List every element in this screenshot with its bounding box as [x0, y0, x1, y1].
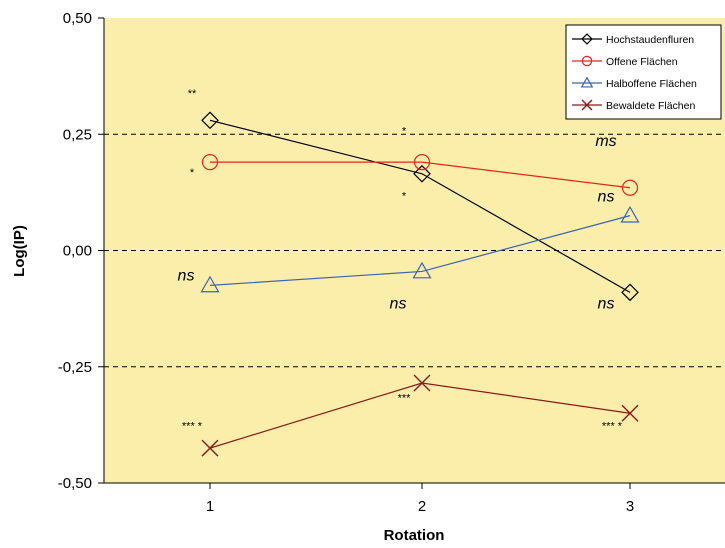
significance-stars: * — [402, 125, 407, 137]
data-point-diamond — [413, 164, 431, 183]
y-axis-ticks: -0,50 -0,25 0,00 0,25 0,50 — [58, 10, 104, 492]
series-line — [210, 161, 631, 189]
series-line — [209, 119, 631, 293]
data-point-circle — [621, 179, 639, 196]
significance-stars: *** — [398, 393, 412, 405]
significance-stars: *** * — [182, 421, 203, 433]
significance-label: ns — [178, 268, 195, 285]
x-axis-ticks: 1 2 3 — [206, 483, 634, 515]
data-point-circle — [201, 154, 219, 171]
significance-stars: * — [402, 190, 407, 202]
significance-label: ns — [598, 296, 615, 313]
x-axis-title: Rotation — [384, 527, 445, 544]
legend: Hochstaudenfluren Offene Flächen Halboffen… — [565, 24, 722, 120]
legend-label: Halboffene Flächen — [606, 78, 697, 90]
series-line — [209, 215, 631, 286]
y-tick-label: -0,50 — [58, 475, 92, 492]
data-point-diamond — [201, 111, 219, 130]
y-axis-title: Log(IP) — [11, 225, 28, 277]
legend-label: Bewaldete Flächen — [606, 100, 695, 112]
data-point-triangle — [412, 261, 432, 279]
data-point-x — [581, 99, 593, 111]
significance-label: ns — [598, 189, 615, 206]
x-stroke — [413, 374, 431, 392]
data-point-circle — [413, 154, 431, 171]
data-point-x — [201, 439, 219, 457]
data-point-circle — [581, 55, 593, 67]
significance-stars: * — [190, 167, 195, 179]
grid-lines — [104, 133, 725, 368]
significance-label: ms — [595, 133, 616, 150]
data-point-x — [621, 404, 639, 422]
x-tick-label: 1 — [206, 498, 214, 515]
y-tick-label: 0,00 — [63, 243, 92, 260]
x-stroke — [581, 99, 593, 111]
data-point-triangle — [580, 76, 594, 88]
significance-stars: ** — [188, 88, 197, 100]
data-point-triangle — [620, 205, 640, 223]
data-point-diamond — [621, 283, 639, 302]
data-point-diamond — [581, 33, 593, 45]
x-tick-label: 2 — [418, 498, 426, 515]
x-tick-label: 3 — [626, 498, 634, 515]
legend-label: Offene Flächen — [606, 56, 678, 68]
x-stroke — [201, 439, 219, 457]
data-point-triangle — [200, 275, 220, 293]
series-group — [200, 111, 640, 457]
legend-box — [565, 24, 722, 120]
data-point-x — [413, 374, 431, 392]
x-stroke — [621, 404, 639, 422]
y-tick-label: 0,50 — [63, 10, 92, 27]
significance-stars: *** * — [602, 421, 623, 433]
significance-label: ns — [390, 296, 407, 313]
y-tick-label: -0,25 — [58, 359, 92, 376]
y-tick-label: 0,25 — [63, 126, 92, 143]
legend-label: Hochstaudenfluren — [606, 34, 694, 46]
